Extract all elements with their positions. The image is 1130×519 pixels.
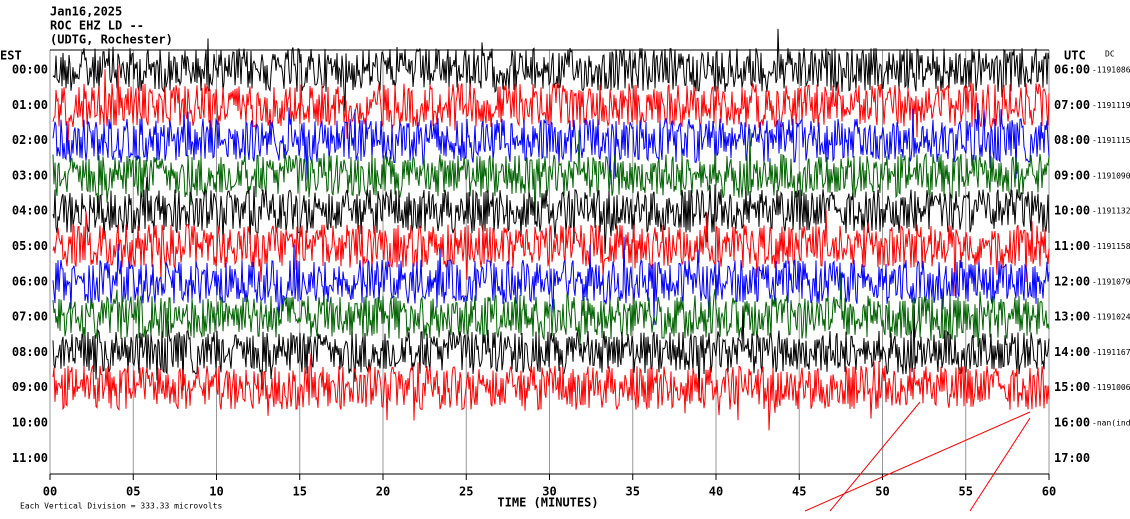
seismic-trace (52, 273, 1050, 348)
seismic-trace (52, 236, 1050, 326)
location: (UDTG, Rochester) (50, 33, 173, 47)
x-tick-label: 15 (293, 485, 307, 499)
dc-value: -1191006 (1092, 383, 1130, 392)
dc-value: -1191115 (1092, 136, 1130, 145)
utc-label: 13:00 (1054, 310, 1090, 324)
est-label: 00:00 (12, 63, 48, 77)
seismic-trace (52, 305, 1050, 402)
x-tick-label: 10 (209, 485, 223, 499)
right-zone: UTC (1064, 49, 1086, 63)
left-zone: EST (0, 49, 22, 63)
seismic-trace (52, 128, 1050, 225)
x-tick-label: 35 (626, 485, 640, 499)
utc-label: 08:00 (1054, 133, 1090, 147)
utc-label: 17:00 (1054, 451, 1090, 465)
x-axis-label: TIME (MINUTES) (497, 496, 598, 510)
dc-value: -1191086 (1092, 66, 1130, 75)
seismic-trace (52, 353, 1050, 431)
dc-label: DC (1105, 50, 1115, 59)
dc-value: -1191132 (1092, 207, 1130, 216)
x-tick-label: 40 (709, 485, 723, 499)
utc-label: 14:00 (1054, 345, 1090, 359)
x-tick-label: 00 (43, 485, 57, 499)
est-label: 11:00 (12, 451, 48, 465)
utc-label: 15:00 (1054, 380, 1090, 394)
dc-value: -1191119 (1092, 101, 1130, 110)
station: ROC EHZ LD -- (50, 19, 144, 33)
seismic-trace (52, 103, 1050, 185)
x-tick-label: 20 (376, 485, 390, 499)
dc-value: -1191090 (1092, 171, 1130, 180)
date: Jan16,2025 (50, 5, 122, 19)
est-label: 05:00 (12, 239, 48, 253)
dc-value: -1191024 (1092, 313, 1130, 322)
utc-label: 07:00 (1054, 98, 1090, 112)
dc-value: -1191167 (1092, 348, 1130, 357)
dc-value: -nan(ind (1092, 419, 1130, 428)
x-tick-label: 55 (959, 485, 973, 499)
utc-label: 06:00 (1054, 63, 1090, 77)
utc-label: 11:00 (1054, 239, 1090, 253)
dc-value: -1191079 (1092, 277, 1130, 286)
x-tick-label: 60 (1042, 485, 1056, 499)
x-tick-label: 50 (875, 485, 889, 499)
x-tick-label: 25 (459, 485, 473, 499)
utc-label: 16:00 (1054, 416, 1090, 430)
utc-label: 09:00 (1054, 168, 1090, 182)
x-tick-label: 30 (542, 485, 556, 499)
utc-label: 10:00 (1054, 204, 1090, 218)
est-label: 06:00 (12, 274, 48, 288)
seismic-trace (52, 28, 1050, 117)
seismic-trace (52, 209, 1050, 297)
est-label: 10:00 (12, 416, 48, 430)
x-tick-label: 05 (126, 485, 140, 499)
est-label: 08:00 (12, 345, 48, 359)
dc-value: -1191158 (1092, 242, 1130, 251)
utc-label: 12:00 (1054, 274, 1090, 288)
decoration-lines (804, 401, 1031, 512)
est-label: 01:00 (12, 98, 48, 112)
est-label: 07:00 (12, 310, 48, 324)
x-tick-label: 45 (792, 485, 806, 499)
est-label: 09:00 (12, 380, 48, 394)
est-label: 02:00 (12, 133, 48, 147)
footer: Each Vertical Division = 333.33 microvol… (20, 502, 222, 511)
est-label: 03:00 (12, 168, 48, 182)
est-label: 04:00 (12, 204, 48, 218)
